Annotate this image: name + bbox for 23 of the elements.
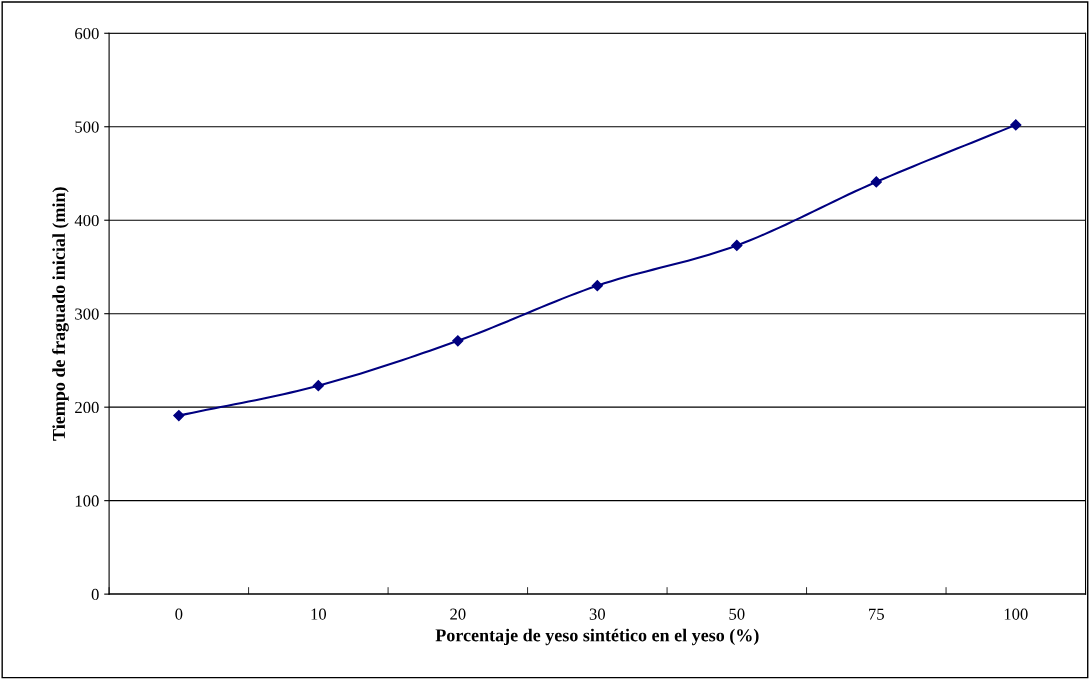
point bbox=[731, 239, 743, 252]
point bbox=[173, 409, 185, 422]
y-tick-label: 300 bbox=[75, 308, 99, 320]
y-tick-label: 0 bbox=[91, 588, 99, 601]
y-axis-title: Tiempo de fraguado inicial (min) bbox=[52, 187, 69, 441]
point bbox=[452, 335, 464, 347]
point bbox=[591, 280, 603, 292]
x-tick-label: 10 bbox=[311, 608, 327, 620]
y-tick-label: 400 bbox=[74, 214, 99, 227]
x-axis-title: Porcentaje de yeso sintético en el yeso (%) bbox=[435, 628, 759, 646]
x-tick-label: 0 bbox=[175, 608, 183, 620]
x-tick-label: 100 bbox=[1004, 608, 1028, 620]
y-tick-label: 500 bbox=[75, 121, 99, 133]
point bbox=[870, 176, 882, 188]
x-tick-label: 75 bbox=[869, 608, 884, 620]
x-tick-label: 50 bbox=[729, 608, 745, 620]
point bbox=[312, 380, 324, 392]
x-tick-label: 30 bbox=[589, 608, 606, 620]
y-tick-label: 600 bbox=[75, 27, 99, 40]
x-tick-label: 20 bbox=[450, 608, 466, 620]
y-tick-label: 200 bbox=[75, 401, 99, 414]
y-tick-label: 100 bbox=[75, 495, 99, 507]
point bbox=[1010, 119, 1022, 131]
